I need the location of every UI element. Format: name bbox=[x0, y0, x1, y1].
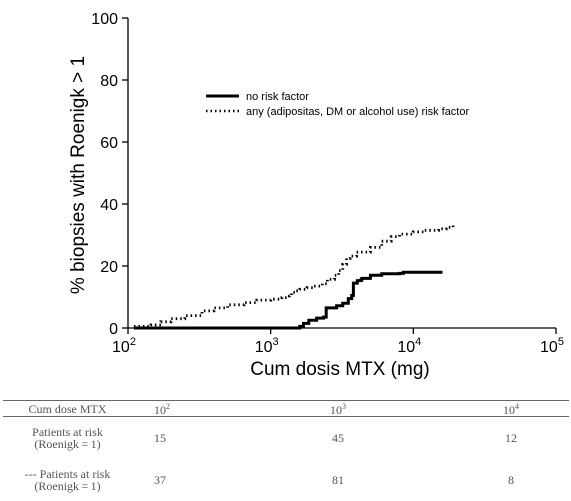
table-cell: 37 bbox=[154, 473, 166, 487]
y-tick-label: 0 bbox=[109, 321, 118, 338]
y-tick-label: 20 bbox=[100, 259, 118, 276]
table-header-col-1: 102 bbox=[132, 400, 261, 417]
table-cell: 81 bbox=[332, 473, 344, 487]
y-tick-label: 80 bbox=[100, 73, 118, 90]
table-header-label: Cum dose MTX bbox=[3, 400, 132, 417]
table-header-col-3: 104 bbox=[415, 400, 569, 417]
y-axis: 0 20 40 60 80 100 bbox=[91, 11, 129, 338]
table-header-col-2: 103 bbox=[261, 400, 415, 417]
x-axis: 102 103 104 105 bbox=[112, 327, 564, 356]
series-layer bbox=[133, 224, 455, 330]
y-tick-label: 40 bbox=[100, 197, 118, 214]
patients-at-risk-table: Cum dose MTX 102 103 104 Patients at ris… bbox=[3, 400, 569, 501]
y-tick-label: 60 bbox=[100, 135, 118, 152]
table-row-label: --- Patients at risk (Roenigk = 1) bbox=[24, 467, 111, 493]
legend: no risk factor any (adipositas, DM or alc… bbox=[206, 91, 469, 118]
table-row: --- Patients at risk (Roenigk = 1) 37 81 … bbox=[3, 459, 569, 501]
y-tick-label: 100 bbox=[91, 11, 118, 28]
x-tick-label: 105 bbox=[540, 336, 564, 356]
table-cell: 15 bbox=[154, 431, 166, 445]
table-header-row: Cum dose MTX 102 103 104 bbox=[3, 400, 569, 417]
table-row: Patients at risk (Roenigk = 1) 15 45 12 bbox=[3, 417, 569, 460]
legend-label: any (adipositas, DM or alcohol use) risk… bbox=[246, 106, 469, 118]
x-tick-label: 102 bbox=[112, 336, 136, 356]
table-cell: 12 bbox=[505, 431, 517, 445]
x-axis-label: Cum dosis MTX (mg) bbox=[250, 359, 429, 380]
survival-chart: 0 20 40 60 80 100 102 103 104 105 no risk factor… bbox=[68, 11, 564, 380]
table-cell: 8 bbox=[508, 473, 514, 487]
series-line-1 bbox=[133, 270, 443, 330]
y-axis-label: % biopsies with Roenigk > 1 bbox=[68, 56, 89, 294]
table-cell: 45 bbox=[332, 431, 344, 445]
x-tick-label: 103 bbox=[255, 336, 279, 356]
series-line-2 bbox=[133, 224, 455, 328]
legend-label: no risk factor bbox=[246, 91, 309, 103]
table-row-label: Patients at risk (Roenigk = 1) bbox=[32, 425, 103, 451]
x-tick-label: 104 bbox=[397, 336, 421, 356]
